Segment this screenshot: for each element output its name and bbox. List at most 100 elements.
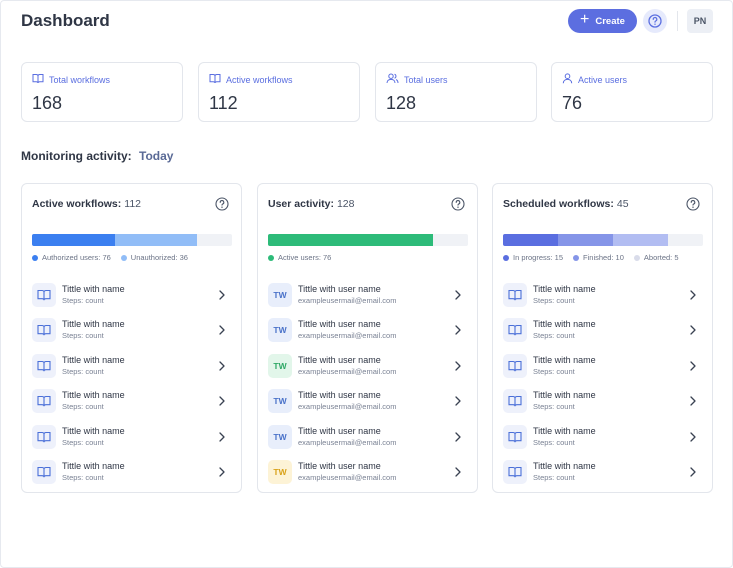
stat-card[interactable]: Active users 76 <box>551 62 713 122</box>
help-icon[interactable] <box>686 197 700 211</box>
chevron-right-icon[interactable] <box>689 323 697 336</box>
user-initials: TW <box>273 431 287 442</box>
list-item[interactable]: TW Tittle with user name exampleusermail@e… <box>268 317 468 352</box>
list-item[interactable]: TW Tittle with user name exampleusermail@e… <box>268 424 468 459</box>
stat-card[interactable]: Total workflows 168 <box>21 62 183 122</box>
panel-user-activity: User activity: 128 Active users: 76 TW Tittl… <box>257 183 478 493</box>
list-item[interactable]: Tittle with name Steps: count <box>503 353 703 388</box>
panel-count: 45 <box>616 198 629 210</box>
list-item[interactable]: TW Tittle with user name exampleusermail@e… <box>268 353 468 388</box>
list-item[interactable]: Tittle with name Steps: count <box>503 282 703 317</box>
list-item[interactable]: TW Tittle with user name exampleusermail@e… <box>268 388 468 423</box>
help-icon[interactable] <box>451 197 465 211</box>
list-item-subtitle: Steps: count <box>533 296 575 305</box>
chevron-right-icon[interactable] <box>689 430 697 442</box>
help-icon[interactable] <box>215 197 229 211</box>
list-item-title: Tittle with name <box>62 319 125 330</box>
legend-dot <box>32 254 38 261</box>
chevron-right-icon[interactable] <box>218 288 226 300</box>
user-initials-badge: TW <box>268 459 292 484</box>
item-list: TW Tittle with user name exampleusermail@e… <box>268 282 468 494</box>
legend-dot <box>633 254 640 261</box>
chevron-right-icon[interactable] <box>218 359 226 371</box>
list-item-subtitle: Steps: count <box>62 296 104 305</box>
stat-card[interactable]: Active workflows 112 <box>198 62 360 122</box>
header-divider <box>677 11 678 31</box>
stat-label-text: Active workflows <box>226 74 293 85</box>
list-item-title: Tittle with name <box>62 354 125 365</box>
chevron-right-icon[interactable] <box>689 288 697 300</box>
chevron-right-icon[interactable] <box>218 430 226 442</box>
progress-segment <box>503 234 558 246</box>
list-item-title: Tittle with user name <box>298 425 381 436</box>
progress-bar <box>503 234 703 246</box>
legend-dot <box>503 254 509 261</box>
list-item-subtitle: Steps: count <box>62 366 104 376</box>
chevron-right-icon[interactable] <box>218 394 226 406</box>
list-item-title: Tittle with user name <box>298 390 381 401</box>
progress-segment <box>613 234 668 246</box>
stat-value: 76 <box>562 93 583 113</box>
panel-active-workflows: Active workflows: 112 Authorized users: 76… <box>21 183 242 493</box>
chevron-right-icon[interactable] <box>454 359 462 371</box>
list-item[interactable]: Tittle with name Steps: count <box>503 317 703 352</box>
list-item-title: Tittle with user name <box>298 354 381 365</box>
legend-item: Active users: 76 <box>268 253 331 262</box>
list-item-subtitle: Steps: count <box>62 472 104 482</box>
list-item[interactable]: Tittle with name Steps: count <box>503 459 703 494</box>
create-button-label: Create <box>595 15 625 27</box>
stat-card[interactable]: Total users 128 <box>375 62 537 122</box>
list-item[interactable]: Tittle with name Steps: count <box>32 317 232 352</box>
chevron-right-icon[interactable] <box>218 323 226 336</box>
legend-item: Finished: 10 <box>573 253 624 262</box>
user-initials-badge: TW <box>268 283 292 307</box>
help-button[interactable] <box>643 9 667 33</box>
user-initials: TW <box>273 466 287 477</box>
list-item[interactable]: Tittle with name Steps: count <box>32 459 232 494</box>
create-button[interactable]: + Create <box>568 9 637 33</box>
list-item[interactable]: Tittle with name Steps: count <box>32 424 232 459</box>
user-initials-badge: TW <box>268 424 292 449</box>
list-item-title: Tittle with name <box>62 425 125 436</box>
chevron-right-icon[interactable] <box>454 323 462 336</box>
chevron-right-icon[interactable] <box>454 394 462 406</box>
user-initials: TW <box>273 290 287 300</box>
chevron-right-icon[interactable] <box>454 430 462 442</box>
list-item-subtitle: Steps: count <box>62 402 104 412</box>
list-item[interactable]: Tittle with name Steps: count <box>32 388 232 423</box>
progress-segment <box>558 234 613 246</box>
chevron-right-icon[interactable] <box>689 359 697 371</box>
list-item[interactable]: TW Tittle with user name exampleusermail@e… <box>268 459 468 494</box>
user-initials-badge: TW <box>268 318 292 343</box>
list-item[interactable]: Tittle with name Steps: count <box>32 353 232 388</box>
book-icon <box>503 318 527 343</box>
list-item-subtitle: Steps: count <box>62 331 104 341</box>
panel-title: Scheduled workflows: 45 <box>503 198 629 210</box>
legend-label: Aborted: 5 <box>643 253 679 262</box>
panel-count: 128 <box>336 198 355 210</box>
list-item[interactable]: TW Tittle with user name exampleusermail@e… <box>268 282 468 317</box>
avatar[interactable]: PN <box>687 9 713 33</box>
progress-segment <box>114 234 197 246</box>
book-icon <box>32 73 44 86</box>
progress-bar <box>268 234 468 246</box>
chevron-right-icon[interactable] <box>689 465 697 477</box>
list-item-subtitle: exampleusermail@email.com <box>298 366 397 376</box>
book-icon <box>503 424 527 449</box>
chevron-right-icon[interactable] <box>689 394 697 406</box>
panel-count: 112 <box>124 198 142 210</box>
list-item[interactable]: Tittle with name Steps: count <box>503 388 703 423</box>
monitoring-period[interactable]: Today <box>139 149 174 163</box>
chevron-right-icon[interactable] <box>454 465 462 477</box>
list-item[interactable]: Tittle with name Steps: count <box>503 424 703 459</box>
legend-label: Authorized users: 76 <box>42 253 111 262</box>
book-icon <box>503 459 527 484</box>
list-item[interactable]: Tittle with name Steps: count <box>32 282 232 317</box>
list-item-title: Tittle with name <box>62 284 125 294</box>
book-icon <box>503 283 527 307</box>
header: Dashboard + Create PN <box>21 9 713 35</box>
progress-segment <box>32 234 115 246</box>
page-title: Dashboard <box>21 11 110 30</box>
chevron-right-icon[interactable] <box>454 288 462 300</box>
chevron-right-icon[interactable] <box>218 465 226 477</box>
